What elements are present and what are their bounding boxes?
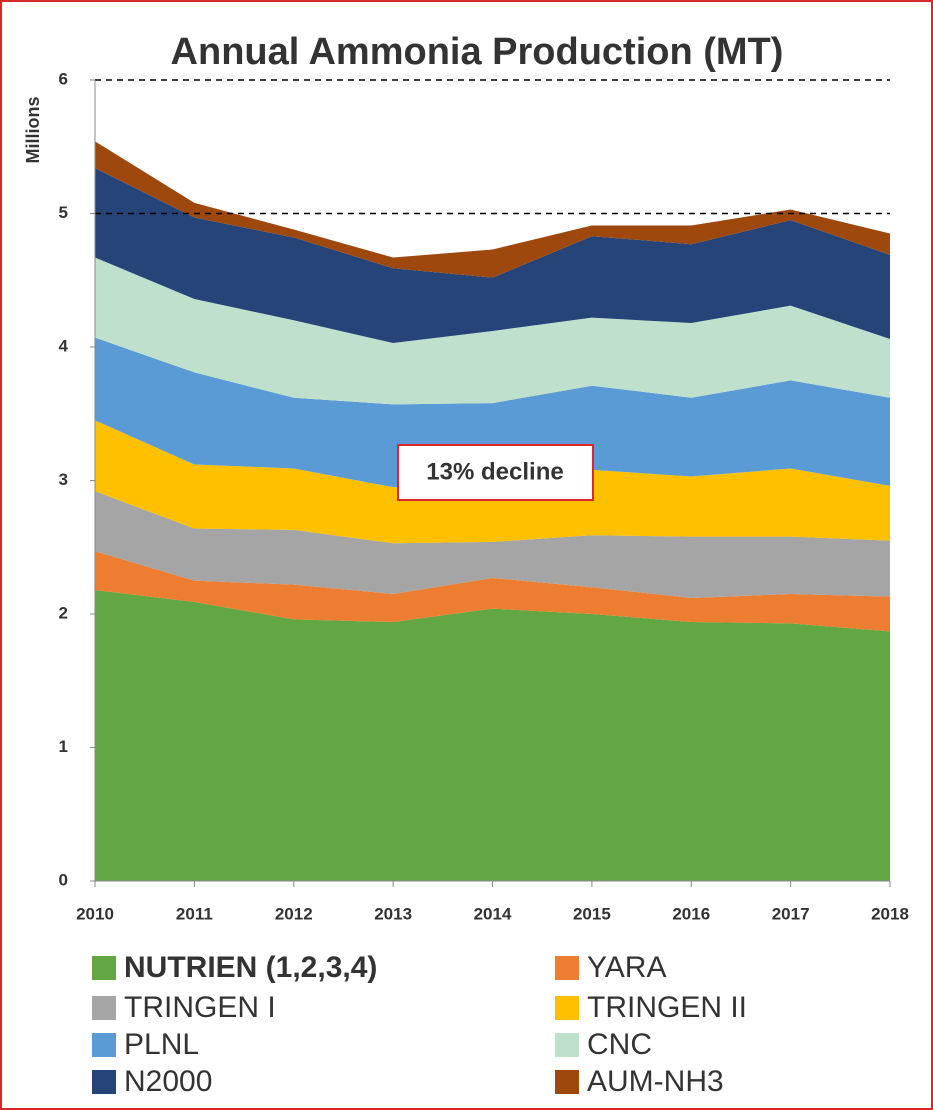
legend-swatch <box>555 1033 579 1057</box>
legend-label: N2000 <box>124 1065 212 1098</box>
chart-title: Annual Ammonia Production (MT) <box>171 31 784 73</box>
legend-label: TRINGEN II <box>587 991 747 1024</box>
x-tick-label: 2011 <box>176 904 213 923</box>
legend-swatch <box>92 1070 116 1094</box>
area <box>95 491 890 598</box>
x-tick-label: 2018 <box>871 904 909 923</box>
area <box>95 589 890 881</box>
legend-swatch <box>555 1070 579 1094</box>
legend-label: NUTRIEN (1,2,3,4) <box>124 951 377 984</box>
y-tick-label: 3 <box>59 470 68 489</box>
legend-swatch <box>555 956 579 980</box>
legend-label: PLNL <box>124 1028 199 1061</box>
y-tick-label: 1 <box>59 737 68 756</box>
x-tick-label: 2012 <box>275 904 313 923</box>
x-tick-label: 2013 <box>374 904 412 923</box>
legend-label: CNC <box>587 1028 652 1061</box>
legend-label: YARA <box>587 951 666 984</box>
area <box>95 551 890 632</box>
area <box>95 168 890 343</box>
y-axis-label: Millions <box>23 97 43 164</box>
legend-label: TRINGEN I <box>124 991 276 1024</box>
x-tick-label: 2010 <box>76 904 114 923</box>
x-tick-label: 2014 <box>474 904 512 923</box>
legend-label: AUM-NH3 <box>587 1065 724 1098</box>
legend-swatch <box>92 956 116 980</box>
legend-swatch <box>92 1033 116 1057</box>
annotation-box <box>397 444 594 501</box>
y-tick-label: 4 <box>59 336 69 355</box>
x-tick-label: 2015 <box>573 904 611 923</box>
annotation: 13% decline <box>426 458 563 485</box>
area <box>95 420 890 544</box>
area <box>95 141 890 278</box>
y-tick-label: 2 <box>59 603 68 622</box>
x-tick-label: 2017 <box>772 904 810 923</box>
y-tick-label: 6 <box>59 69 68 88</box>
x-tick-label: 2016 <box>672 904 710 923</box>
area <box>95 257 890 405</box>
y-tick-label: 5 <box>59 203 68 222</box>
legend-swatch <box>92 996 116 1020</box>
area <box>95 337 890 488</box>
y-tick-label: 0 <box>59 870 68 889</box>
legend-swatch <box>555 996 579 1020</box>
